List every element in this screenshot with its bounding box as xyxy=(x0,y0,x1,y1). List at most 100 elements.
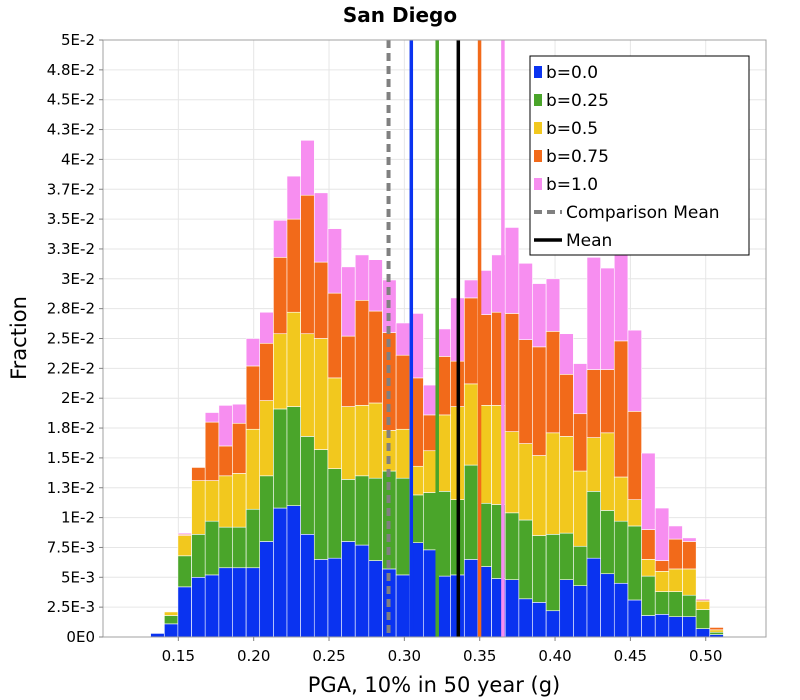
y-axis-label: Fraction xyxy=(7,296,31,380)
bar-b-0-75-bin-23 xyxy=(464,297,479,385)
y-tick-label-2: 5E-3 xyxy=(61,568,95,586)
bar-b-0-0-bin-37 xyxy=(654,614,670,638)
legend-swatch-b-0-0 xyxy=(534,66,542,78)
bar-b-1-0-bin-10 xyxy=(286,175,301,220)
bar-b-0-25-bin-10 xyxy=(286,406,301,506)
bar-b-0-0-bin-30 xyxy=(559,579,574,638)
legend-label-b-0-0: b=0.0 xyxy=(546,63,598,83)
bar-b-0-0-bin-9 xyxy=(273,507,288,638)
bar-b-0-5-bin-30 xyxy=(559,436,574,534)
bar-b-1-0-bin-16 xyxy=(368,259,383,312)
bar-b-0-5-bin-4 xyxy=(204,480,220,522)
bar-b-0-5-bin-21 xyxy=(436,414,451,492)
bar-b-0-5-bin-32 xyxy=(586,437,601,492)
bar-b-0-5-bin-12 xyxy=(313,338,329,450)
bar-b-0-25-bin-5 xyxy=(218,526,233,569)
bar-b-0-5-bin-20 xyxy=(423,450,438,493)
bar-b-0-25-bin-33 xyxy=(600,510,615,575)
bar-b-0-0-bin-39 xyxy=(682,616,697,638)
y-tick-label-20: 5E-2 xyxy=(61,31,95,49)
bar-b-0-25-bin-6 xyxy=(232,526,247,569)
legend-label-comparison-mean: Comparison Mean xyxy=(566,203,720,223)
bar-b-1-0-bin-38 xyxy=(668,525,683,540)
bar-b-0-25-bin-37 xyxy=(654,591,670,615)
x-tick-label-2: 0.25 xyxy=(312,647,345,665)
y-tick-label-7: 1.8E-2 xyxy=(47,419,95,437)
y-tick-label-18: 4.5E-2 xyxy=(47,91,95,109)
bar-b-0-0-bin-14 xyxy=(341,541,356,638)
bar-b-0-5-bin-27 xyxy=(518,443,533,521)
bar-b-0-5-bin-28 xyxy=(532,455,547,536)
bar-b-1-0-bin-6 xyxy=(232,403,247,424)
bar-b-0-25-bin-1 xyxy=(164,615,179,625)
bar-b-0-5-bin-18 xyxy=(395,428,411,479)
bar-b-0-5-bin-34 xyxy=(613,476,629,522)
legend-swatch-b-0-75 xyxy=(534,150,542,162)
bar-b-0-75-bin-3 xyxy=(191,467,206,481)
bar-b-0-25-bin-39 xyxy=(682,594,697,618)
bar-b-0-75-bin-4 xyxy=(204,421,220,481)
y-tick-label-17: 4.3E-2 xyxy=(47,121,95,139)
bar-b-0-0-bin-0 xyxy=(150,633,165,638)
bar-b-1-0-bin-7 xyxy=(245,338,261,367)
bar-b-0-5-bin-23 xyxy=(464,383,479,466)
bar-b-0-75-bin-27 xyxy=(518,339,533,444)
bar-b-0-25-bin-40 xyxy=(695,609,711,629)
bar-b-0-5-bin-40 xyxy=(695,600,711,610)
bar-b-0-5-bin-36 xyxy=(641,559,656,577)
bar-b-0-5-bin-5 xyxy=(218,475,233,528)
bar-b-0-25-bin-3 xyxy=(191,534,206,578)
bar-b-0-0-bin-4 xyxy=(204,574,220,638)
y-tick-label-1: 2.5E-3 xyxy=(47,598,95,616)
bar-b-0-25-bin-30 xyxy=(559,532,574,580)
bar-b-0-25-bin-7 xyxy=(245,508,261,569)
bar-b-0-0-bin-38 xyxy=(668,616,683,638)
y-tick-label-8: 2E-2 xyxy=(61,389,95,407)
bar-b-1-0-bin-23 xyxy=(464,279,479,299)
bar-b-0-0-bin-2 xyxy=(177,586,192,638)
bar-b-0-25-bin-15 xyxy=(354,475,370,546)
bar-b-1-0-bin-27 xyxy=(518,262,533,340)
bar-b-0-5-bin-26 xyxy=(504,431,520,514)
bar-b-0-25-bin-38 xyxy=(668,591,683,618)
bar-b-1-0-bin-37 xyxy=(654,507,670,561)
bar-b-1-0-bin-29 xyxy=(545,278,561,332)
x-tick-label-1: 0.20 xyxy=(237,647,270,665)
y-tick-label-9: 2.2E-2 xyxy=(47,359,95,377)
legend-swatch-b-0-5 xyxy=(534,122,542,134)
bar-b-1-0-bin-30 xyxy=(559,333,574,375)
bar-b-0-75-bin-5 xyxy=(218,445,233,477)
bar-b-0-25-bin-23 xyxy=(464,464,479,560)
bar-b-0-75-bin-20 xyxy=(423,414,438,452)
bar-b-1-0-bin-40 xyxy=(695,598,711,601)
legend: b=0.0 b=0.25 b=0.5 b=0.75 b=1.0 Comparison Me… xyxy=(529,55,750,256)
bar-b-0-75-bin-15 xyxy=(354,299,370,406)
bar-b-0-25-bin-12 xyxy=(313,449,329,560)
bar-b-0-0-bin-7 xyxy=(245,567,261,638)
bar-b-0-5-bin-31 xyxy=(573,470,588,547)
bar-b-1-0-bin-9 xyxy=(273,219,288,258)
bar-b-0-75-bin-7 xyxy=(245,365,261,430)
bar-b-0-25-bin-13 xyxy=(327,468,342,559)
bar-b-0-5-bin-13 xyxy=(327,377,342,469)
legend-label-b-0-75: b=0.75 xyxy=(546,147,609,167)
bar-b-1-0-bin-13 xyxy=(327,228,342,294)
bar-b-0-5-bin-39 xyxy=(682,568,697,596)
bar-b-1-0-bin-14 xyxy=(341,266,356,337)
bar-b-0-5-bin-9 xyxy=(273,333,288,410)
bar-b-1-0-bin-4 xyxy=(204,412,220,423)
legend-swatch-b-0-25 xyxy=(534,94,542,106)
bar-b-0-75-bin-34 xyxy=(613,340,629,478)
bar-b-0-75-bin-33 xyxy=(600,369,615,434)
legend-label-b-1-0: b=1.0 xyxy=(546,175,598,195)
bar-b-0-0-bin-11 xyxy=(300,534,315,638)
x-tick-label-3: 0.30 xyxy=(388,647,421,665)
bar-b-0-75-bin-18 xyxy=(395,354,411,430)
bar-b-0-25-bin-35 xyxy=(627,525,642,601)
y-tick-label-0: 0E0 xyxy=(66,628,95,646)
bar-b-0-0-bin-10 xyxy=(286,505,301,638)
bar-b-0-0-bin-27 xyxy=(518,598,533,638)
bar-b-1-0-bin-2 xyxy=(177,532,192,535)
bar-b-0-75-bin-30 xyxy=(559,374,574,437)
bar-b-0-75-bin-36 xyxy=(641,529,656,560)
